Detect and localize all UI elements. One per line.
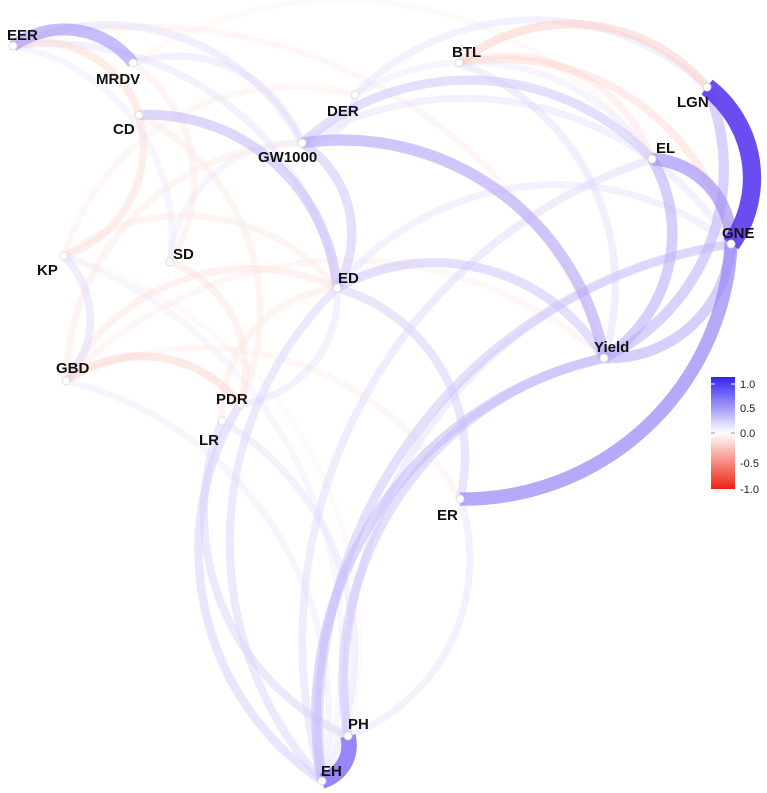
node-label: PH [348,716,369,733]
node-label: KP [37,262,58,279]
edge-EH-EL [298,155,654,783]
edge-EL-GNE [651,152,738,245]
edge-CD-KP [62,113,148,260]
edge-EL-Yield [601,156,678,363]
node-label: BTL [452,44,481,61]
node-label: EER [7,27,38,44]
node-label: ER [437,507,458,524]
node-SD [165,257,175,267]
edge-GW1000-EL [298,75,656,163]
node-LR [217,416,227,426]
node-label: EH [321,763,342,780]
edge-ED-PDR [239,287,341,408]
edge-MRDV-GW1000 [131,52,306,145]
edge-GBD-ER [64,344,463,501]
edge-GNE-ER [459,243,738,506]
edge-KP-PH [63,253,362,737]
edge-EER-CD [11,38,143,117]
edge-GBD-PDR [63,352,244,407]
node-KP [59,251,69,261]
edge-CD-PDR [137,112,264,406]
edge-ED-ER [335,283,470,501]
edge-BTL-LGN [456,19,711,90]
node-label: GW1000 [258,149,317,166]
node-label: PDR [216,391,248,408]
edge-GW1000-Yield [301,134,610,360]
node-EER [8,41,18,51]
node-ER [455,494,465,504]
edge-ED-GNE [334,181,734,291]
node-label: ED [338,270,359,287]
edge-MRDV-SD [131,60,198,264]
node-layer: EER MRDV CD BTL DER GW1000 LGN EL GNE SD KP ED Yield… [7,27,755,786]
edge-ED-Yield [334,258,608,361]
node-GW1000 [297,138,307,148]
node-EL [647,154,657,164]
edge-BTL-EL [457,52,656,161]
node-EH [317,776,327,786]
edge-GW1000-GNE [300,94,734,246]
edge-layer [9,0,762,789]
node-GNE [726,239,736,249]
edge-GBD-GW1000 [62,139,303,382]
node-GBD [61,376,71,386]
edge-MRDV-EL [131,0,655,161]
edge-LGN-Yield [601,84,729,363]
node-PDR [235,399,245,409]
color-legend: 1.0 0.5 0.0 -0.5 -1.0 [711,377,759,496]
legend-tick-label: 0.5 [740,403,755,415]
legend-tick-label: -0.5 [740,458,759,470]
edge-GBD-ED [62,265,339,383]
node-label: MRDV [96,71,140,88]
node-label: SD [173,246,194,263]
edge-EH-ED [225,285,340,784]
edge-GBD-EH [65,377,332,782]
legend-tick-label: -1.0 [740,484,759,496]
node-label: GNE [722,225,755,242]
node-label: LR [199,432,219,449]
edge-EER-SD [12,42,176,263]
edge-LGN-GNE [701,79,762,250]
edge-EER-MRDV [9,23,138,67]
edge-SD-GW1000 [166,139,303,263]
legend-tick-label: 0.0 [740,428,755,440]
edge-PH-EH [319,734,357,789]
node-label: LGN [677,94,709,111]
edge-KP-ED [61,212,340,291]
node-DER [350,90,360,100]
edge-EH-PDR [194,401,325,785]
edge-ER-PH [346,497,474,740]
node-CD [134,110,144,120]
node-label: DER [327,103,359,120]
node-label: EL [656,140,675,157]
edge-SD-PDR [168,258,249,406]
node-PH [343,731,353,741]
node-Yield [599,353,609,363]
edge-GW1000-ED [299,139,357,291]
node-label: CD [113,121,135,138]
node-label: Yield [594,339,629,356]
node-LGN [702,82,712,92]
edge-CD-ED [138,109,342,289]
node-MRDV [128,58,138,68]
node-ED [332,283,342,293]
edge-LR-ED [218,284,338,422]
edge-EH-Yield [311,353,606,782]
node-label: GBD [56,360,90,377]
edge-KP-GBD [61,253,95,384]
node-BTL [454,58,464,68]
legend-tick-label: 1.0 [740,379,755,391]
edge-DER-EL [353,58,655,161]
